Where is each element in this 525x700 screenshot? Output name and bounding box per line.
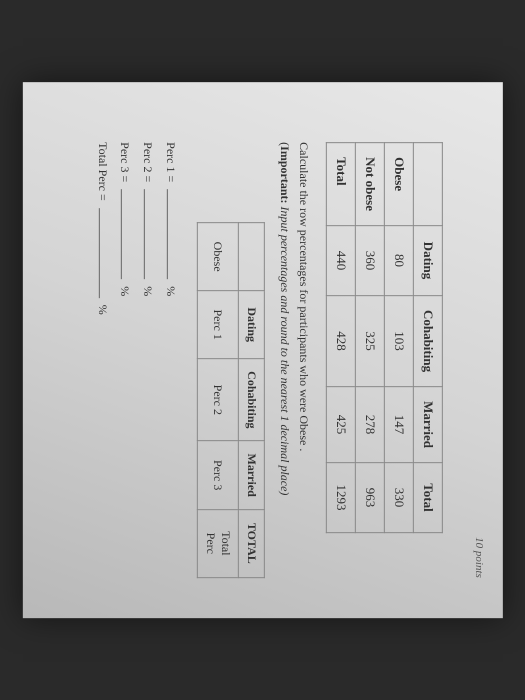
perc-header-married: Married bbox=[238, 441, 264, 509]
perc-cell: Total Perc bbox=[197, 509, 238, 577]
perc3-input[interactable] bbox=[121, 189, 133, 279]
header-married: Married bbox=[413, 387, 442, 463]
table-row: Not obese 360 325 278 963 bbox=[355, 143, 384, 533]
cell: 440 bbox=[326, 225, 355, 295]
answer-lines: Perc 1 = % Perc 2 = % Perc 3 = % Total P… bbox=[90, 142, 181, 578]
unit: % bbox=[95, 305, 109, 315]
unit: % bbox=[164, 286, 178, 296]
cell: 425 bbox=[326, 387, 355, 463]
cell: 325 bbox=[355, 295, 384, 386]
percentage-table: Dating Cohabiting Married TOTAL Obese Pe… bbox=[197, 222, 265, 578]
header-total: Total bbox=[413, 463, 442, 533]
totalperc-label: Total Perc = bbox=[95, 142, 109, 201]
perc-header-dating: Dating bbox=[238, 291, 264, 359]
header-dating: Dating bbox=[413, 225, 442, 295]
perc-header-total: TOTAL bbox=[238, 509, 264, 577]
totalperc-input[interactable] bbox=[98, 208, 110, 298]
worksheet-page: 10 points Dating Cohabiting Married Tota… bbox=[23, 82, 503, 618]
cell: 278 bbox=[355, 387, 384, 463]
answer-line-2: Perc 2 = % bbox=[136, 142, 159, 578]
perc2-label: Perc 2 = bbox=[141, 142, 155, 182]
table-header-row: Dating Cohabiting Married Total bbox=[413, 143, 442, 533]
contingency-table: Dating Cohabiting Married Total Obese 80… bbox=[326, 142, 443, 533]
cell: 963 bbox=[355, 463, 384, 533]
cell: 1293 bbox=[326, 463, 355, 533]
cell: 147 bbox=[384, 387, 413, 463]
perc-cell: Perc 2 bbox=[197, 359, 238, 441]
perc-header-blank bbox=[238, 223, 264, 291]
answer-line-1: Perc 1 = % bbox=[159, 142, 182, 578]
cell: 360 bbox=[355, 225, 384, 295]
perc1-input[interactable] bbox=[167, 189, 179, 279]
table-row: Total 440 428 425 1293 bbox=[326, 143, 355, 533]
perc-row-label: Obese bbox=[197, 223, 238, 291]
cell: 80 bbox=[384, 225, 413, 295]
perc-cell: Perc 1 bbox=[197, 291, 238, 359]
cell: 330 bbox=[384, 463, 413, 533]
cell: 428 bbox=[326, 295, 355, 386]
perc-header-row: Dating Cohabiting Married TOTAL bbox=[238, 223, 264, 578]
important-label: Important: bbox=[278, 146, 292, 203]
perc1-label: Perc 1 = bbox=[164, 142, 178, 182]
perc-row: Obese Perc 1 Perc 2 Perc 3 Total Perc bbox=[197, 223, 238, 578]
answer-line-total: Total Perc = % bbox=[90, 142, 113, 578]
perc-cell: Perc 3 bbox=[197, 441, 238, 509]
row-label-obese: Obese bbox=[384, 143, 413, 226]
row-label-notobese: Not obese bbox=[355, 143, 384, 226]
points-label: 10 points bbox=[473, 537, 485, 578]
unit: % bbox=[118, 286, 132, 296]
important-text: Input percentages and round to the neare… bbox=[278, 203, 292, 495]
perc2-input[interactable] bbox=[144, 189, 156, 279]
answer-line-3: Perc 3 = % bbox=[113, 142, 136, 578]
header-cohabiting: Cohabiting bbox=[413, 295, 442, 386]
important-note: (Important: Input percentages and round … bbox=[277, 142, 292, 578]
perc-header-cohabiting: Cohabiting bbox=[238, 359, 264, 441]
instruction-text: Calculate the row percentages for partic… bbox=[296, 142, 311, 578]
perc3-label: Perc 3 = bbox=[118, 142, 132, 182]
table-row: Obese 80 103 147 330 bbox=[384, 143, 413, 533]
header-blank bbox=[413, 143, 442, 226]
row-label-total: Total bbox=[326, 143, 355, 226]
cell: 103 bbox=[384, 295, 413, 386]
unit: % bbox=[141, 286, 155, 296]
